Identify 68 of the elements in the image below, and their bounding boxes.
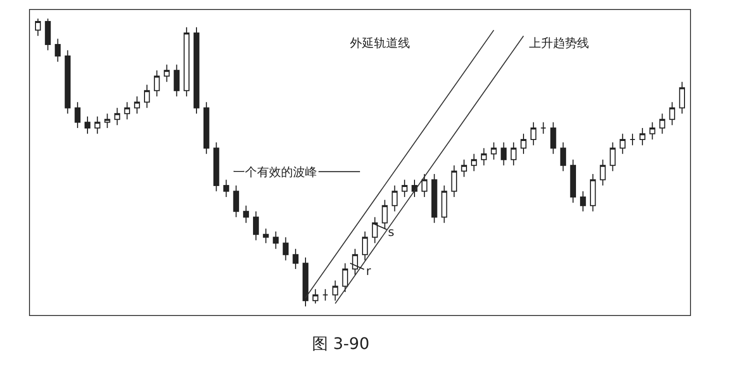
candlestick <box>590 174 596 212</box>
annotation: 外延轨道线 <box>350 36 410 50</box>
candlestick <box>64 50 71 114</box>
candlestick <box>342 262 348 292</box>
candlestick <box>510 142 517 166</box>
candlestick <box>441 185 448 224</box>
candlestick <box>649 122 656 140</box>
annotation: 一个有效的波峰 <box>233 165 317 179</box>
candlestick <box>243 205 249 224</box>
candlestick <box>540 122 546 134</box>
candlestick <box>600 159 606 186</box>
candlestick <box>362 231 368 261</box>
candlestick <box>282 236 289 261</box>
caption: 图 3-90 <box>312 334 370 353</box>
candlestick <box>262 228 269 244</box>
candlestick <box>570 159 576 204</box>
candlestick <box>451 164 458 198</box>
candlestick <box>292 248 299 270</box>
annotation: 上升趋势线 <box>529 36 589 50</box>
candlestick <box>124 102 130 120</box>
candlestick <box>640 127 646 146</box>
candlestick <box>74 102 80 128</box>
candlestick <box>580 190 586 212</box>
candlestick <box>94 116 100 134</box>
candlestick <box>154 70 160 97</box>
candlestick <box>500 142 507 166</box>
candlestick <box>402 179 408 198</box>
annotation: s <box>388 225 394 239</box>
candlestick <box>332 280 338 302</box>
candlestick <box>471 153 477 172</box>
candlestick <box>194 26 200 114</box>
annotation: r <box>366 264 371 278</box>
candlestick <box>480 148 487 166</box>
candlestick <box>233 185 240 218</box>
candlestick <box>253 210 259 241</box>
candlestick <box>560 142 566 172</box>
candlestick <box>272 231 279 250</box>
candlestick <box>184 26 190 97</box>
candlestick <box>144 84 150 108</box>
candlestick <box>431 174 438 224</box>
candlestick <box>174 64 180 97</box>
candlestick <box>302 256 308 307</box>
candlestick <box>35 18 41 36</box>
candlestick <box>84 116 90 134</box>
candlestick <box>223 179 230 198</box>
candlestick <box>659 113 666 134</box>
candlestick <box>490 142 497 160</box>
candlestick <box>203 102 210 154</box>
candlestick <box>134 96 140 114</box>
candlestick <box>104 113 110 128</box>
candlestick <box>520 133 526 154</box>
candlestick <box>669 102 676 126</box>
candlestick <box>114 107 120 126</box>
candlestick <box>164 64 170 82</box>
candlestick <box>530 122 536 146</box>
candlestick <box>461 159 467 178</box>
candlestick <box>630 133 636 146</box>
candlestick <box>312 288 318 304</box>
candlestick <box>44 18 51 51</box>
candlestick <box>550 122 556 154</box>
candlestick <box>322 288 328 302</box>
candlestick <box>679 81 685 114</box>
candlestick <box>54 38 61 62</box>
candlestick <box>392 185 398 212</box>
candlestick <box>421 174 428 198</box>
candlestick <box>610 142 616 172</box>
candlestick <box>620 133 626 154</box>
candlestick <box>213 142 220 192</box>
